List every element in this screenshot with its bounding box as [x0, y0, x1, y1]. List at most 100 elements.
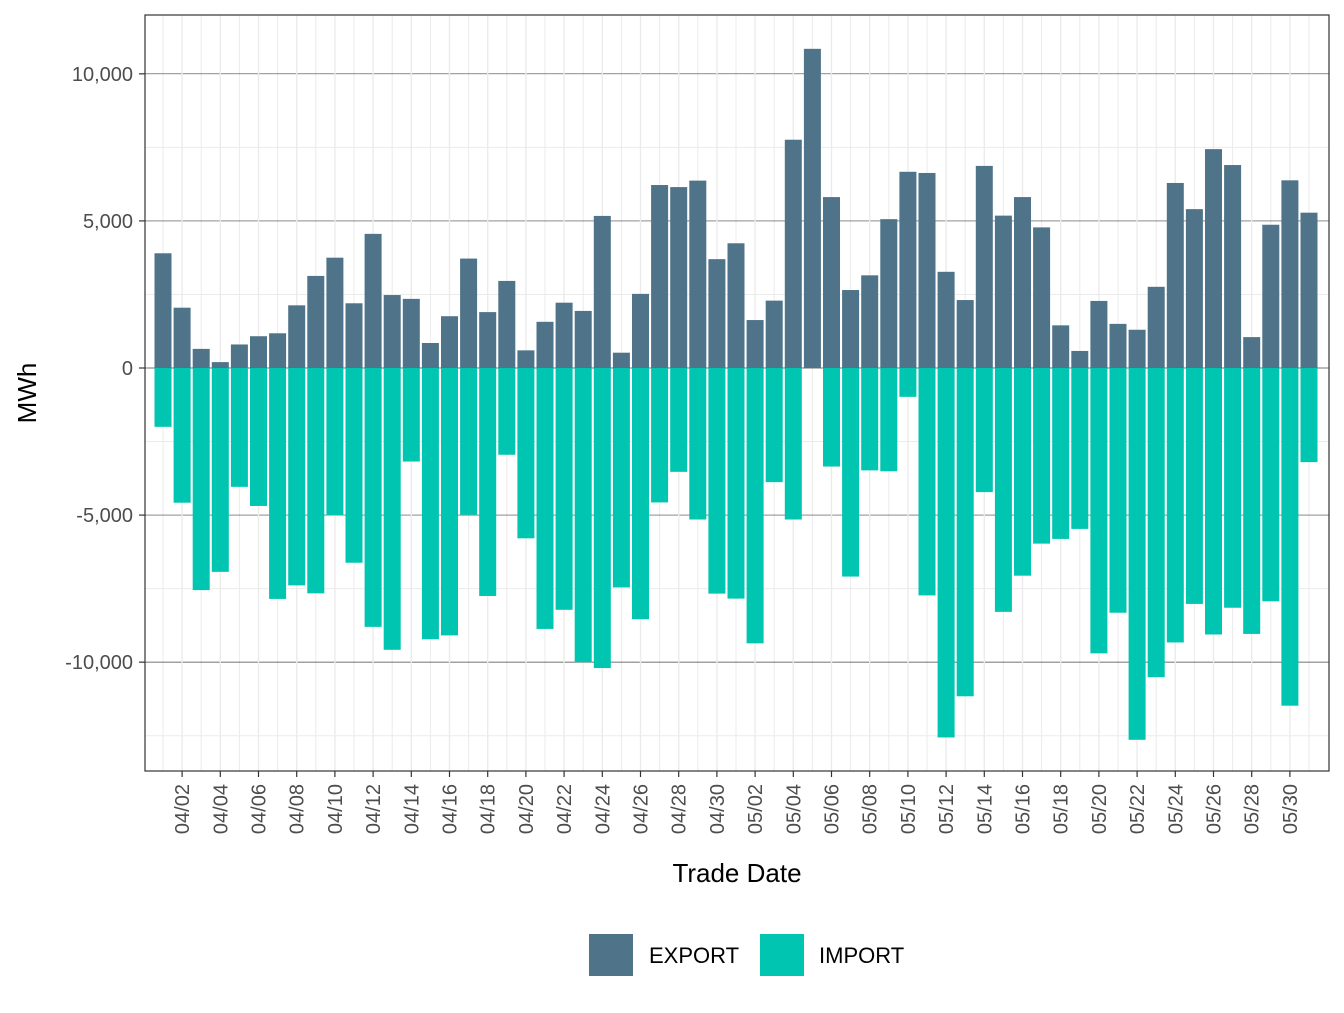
bar-import: [899, 367, 917, 397]
bar-import: [994, 367, 1012, 612]
y-tick-label: 10,000: [72, 64, 133, 86]
legend-label-export: EXPORT: [649, 943, 739, 968]
bar-export: [803, 48, 821, 368]
x-tick-label: 05/18: [1051, 784, 1073, 834]
bar-export: [918, 172, 936, 368]
bar-export: [230, 344, 248, 368]
x-axis: 04/02 04/04 04/06 04/08 04/10 04/12 04/14 04/16…: [172, 771, 1302, 834]
bar-export: [899, 171, 917, 368]
bar-export: [1205, 149, 1222, 368]
y-tick-label: -10,000: [65, 652, 133, 674]
bar-import: [746, 367, 764, 644]
bar-import: [1185, 367, 1203, 604]
x-tick-label: 04/20: [516, 784, 538, 834]
bar-export: [1071, 350, 1089, 368]
bar-import: [1090, 367, 1108, 654]
bar-import: [383, 367, 401, 650]
bar-export: [975, 165, 993, 368]
bar-import: [574, 367, 592, 663]
bar-export: [250, 336, 267, 368]
bar-export: [708, 259, 726, 368]
bar-export: [1109, 323, 1127, 368]
bar-export: [345, 303, 363, 368]
x-tick-label: 04/12: [363, 784, 385, 834]
y-tick-label: 0: [122, 358, 133, 380]
bar-export: [402, 298, 420, 368]
bar-import: [1128, 367, 1146, 740]
bar-export: [784, 139, 802, 368]
bar-import: [651, 367, 669, 503]
x-tick-label: 04/28: [669, 784, 691, 834]
bar-import: [1166, 367, 1184, 643]
bar-import: [517, 367, 535, 539]
bar-export: [441, 316, 458, 368]
bar-export: [364, 233, 382, 368]
x-tick-label: 04/26: [631, 784, 653, 834]
bar-export: [746, 320, 764, 368]
bar-export: [460, 258, 478, 368]
bar-import: [880, 367, 898, 472]
x-tick-label: 04/04: [210, 784, 232, 834]
x-tick-label: 05/26: [1204, 784, 1226, 834]
bar-export: [612, 352, 630, 368]
legend-label-import: IMPORT: [819, 943, 904, 968]
bar-export: [211, 362, 229, 368]
bar-import: [1071, 367, 1089, 529]
bar-export: [842, 290, 860, 368]
bar-export: [421, 342, 439, 368]
bar-export: [1128, 329, 1146, 368]
x-tick-label: 05/04: [783, 784, 805, 834]
bar-import: [765, 367, 783, 483]
x-tick-label: 05/12: [936, 784, 958, 834]
bar-import: [784, 367, 802, 520]
bar-import: [498, 367, 516, 455]
bar-import: [1281, 367, 1299, 706]
bar-import: [536, 367, 554, 629]
x-tick-label: 05/14: [974, 784, 996, 834]
bar-import: [1033, 367, 1051, 544]
bar-export: [956, 300, 974, 368]
bar-export: [1262, 224, 1280, 368]
bar-import: [326, 367, 344, 516]
bar-export: [1243, 337, 1261, 368]
bar-export: [173, 307, 191, 368]
bar-export: [498, 280, 516, 368]
bar-export: [861, 275, 879, 368]
bar-export: [383, 295, 401, 368]
bar-import: [1243, 367, 1261, 634]
x-tick-label: 05/10: [898, 784, 920, 834]
bar-import: [1109, 367, 1127, 613]
bar-import: [421, 367, 439, 640]
bar-export: [994, 215, 1012, 368]
bar-import: [154, 367, 172, 427]
bar-import: [727, 367, 745, 599]
x-axis-title: Trade Date: [672, 858, 801, 888]
bar-import: [479, 367, 497, 596]
bar-export: [517, 350, 535, 368]
bar-import: [1052, 367, 1070, 539]
x-tick-label: 05/06: [822, 784, 844, 834]
bar-import: [1224, 367, 1242, 608]
bar-export: [937, 271, 955, 368]
y-axis: -10,000 -5,000 0 5,000 10,000: [65, 64, 145, 674]
bar-export: [1281, 180, 1299, 368]
bar-import: [402, 367, 420, 462]
bar-import: [670, 367, 688, 472]
x-tick-label: 04/22: [554, 784, 576, 834]
panel-border: [144, 14, 1330, 772]
bar-export: [1185, 209, 1203, 368]
bar-import: [632, 367, 649, 620]
y-tick-label: -5,000: [76, 505, 133, 527]
bar-import: [861, 367, 879, 471]
bar-export: [670, 187, 688, 368]
bar-export: [880, 219, 898, 368]
legend: EXPORT IMPORT: [589, 934, 904, 976]
bar-export: [765, 300, 783, 368]
x-tick-label: 05/02: [745, 784, 767, 834]
bar-import: [192, 367, 210, 591]
bar-import: [173, 367, 191, 503]
x-tick-label: 05/30: [1280, 784, 1302, 834]
bar-import: [1300, 367, 1318, 463]
